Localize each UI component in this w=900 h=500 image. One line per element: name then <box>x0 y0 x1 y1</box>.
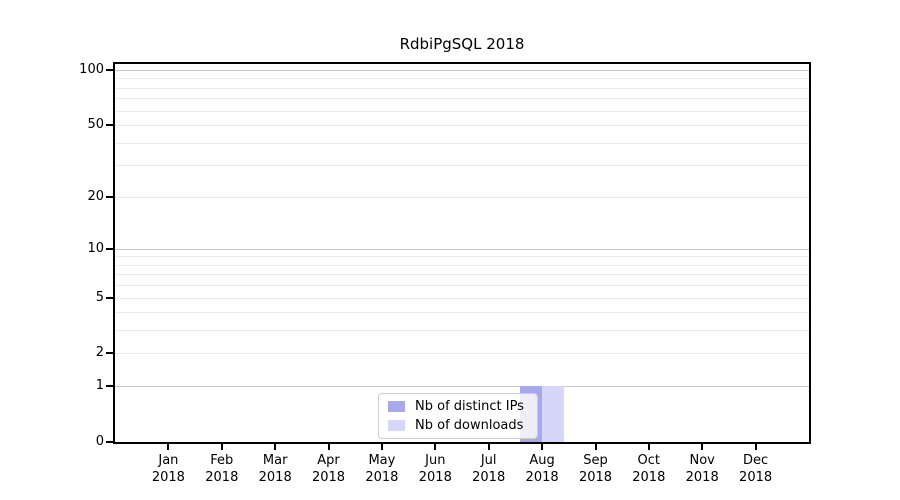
x-tick-mark <box>220 444 223 450</box>
chart-title: RdbiPgSQL 2018 <box>399 35 525 53</box>
x-tick-year: 2018 <box>418 470 452 485</box>
gridline-minor <box>115 125 809 127</box>
x-tick-month: Nov <box>689 453 715 468</box>
gridline-minor <box>115 274 809 276</box>
x-tick-year: 2018 <box>151 470 185 485</box>
x-tick-year: 2018 <box>685 470 719 485</box>
gridline-minor <box>115 98 809 100</box>
x-tick-month: May <box>368 453 396 468</box>
y-tick-mark <box>106 352 113 355</box>
x-tick-label: Oct 2018 <box>617 452 681 486</box>
gridline-major <box>115 248 809 250</box>
x-tick-month: Oct <box>637 453 661 468</box>
gridline-minor <box>115 264 809 266</box>
y-tick-mark <box>106 441 113 443</box>
plot-area <box>113 62 811 444</box>
legend-item: Nb of downloads <box>386 418 530 433</box>
x-tick-year: 2018 <box>472 470 506 485</box>
x-tick-year: 2018 <box>311 470 346 485</box>
gridline-minor <box>115 312 809 314</box>
x-tick-label: Mar 2018 <box>243 452 307 486</box>
x-tick-mark <box>327 444 330 450</box>
x-tick-label: Jul 2018 <box>457 452 521 486</box>
gridline-minor <box>115 256 809 258</box>
x-tick-year: 2018 <box>525 470 559 485</box>
gridline-major <box>115 386 809 388</box>
x-tick-year: 2018 <box>739 470 773 485</box>
x-tick-month: Feb <box>210 453 234 468</box>
gridline-minor <box>115 285 809 287</box>
x-tick-label: Jun 2018 <box>403 452 467 486</box>
gridline-minor <box>115 110 809 112</box>
y-tick-label: 2 <box>95 345 104 361</box>
gridline-minor <box>115 353 809 355</box>
x-tick-label: Feb 2018 <box>190 452 254 486</box>
x-tick-month: Aug <box>529 453 555 468</box>
x-tick-label: Jan 2018 <box>136 452 200 486</box>
x-tick-month: Jul <box>480 453 497 468</box>
legend-label: Nb of distinct IPs <box>415 399 524 415</box>
x-tick-year: 2018 <box>205 470 239 485</box>
y-tick-label: 50 <box>87 117 104 133</box>
x-tick-mark <box>434 444 437 450</box>
gridline-minor <box>115 196 809 198</box>
gridline-minor <box>115 78 809 80</box>
legend-label: Nb of downloads <box>415 417 524 433</box>
x-tick-label: Dec 2018 <box>724 452 788 486</box>
y-tick-mark <box>106 195 113 198</box>
y-tick-label: 0 <box>95 434 104 449</box>
y-tick-mark <box>106 385 113 388</box>
x-tick-label: Sep 2018 <box>564 452 628 486</box>
y-tick-mark <box>106 296 113 299</box>
x-tick-year: 2018 <box>365 470 399 485</box>
x-tick-mark <box>487 444 490 450</box>
x-tick-mark <box>167 444 170 450</box>
gridline-major <box>115 70 809 71</box>
y-tick-mark <box>106 247 113 250</box>
x-tick-mark <box>701 444 704 450</box>
x-tick-month: Dec <box>743 453 769 468</box>
x-tick-mark <box>380 444 383 450</box>
y-tick-label: 10 <box>87 240 104 256</box>
y-tick-label: 5 <box>95 289 104 305</box>
x-tick-mark <box>594 444 597 450</box>
x-tick-mark <box>647 444 650 450</box>
x-tick-label: May 2018 <box>350 452 414 486</box>
gridline-minor <box>115 297 809 299</box>
legend-item: Nb of distinct IPs <box>386 399 530 414</box>
x-tick-month: Sep <box>583 453 608 468</box>
x-tick-month: Mar <box>262 453 288 468</box>
gridline-minor <box>115 87 809 89</box>
gridline-minor <box>115 330 809 332</box>
x-tick-month: Jan <box>158 453 179 468</box>
x-tick-label: Apr 2018 <box>297 452 361 486</box>
gridline-minor <box>115 165 809 167</box>
gridline-minor <box>115 142 809 144</box>
x-tick-year: 2018 <box>258 470 292 485</box>
x-tick-mark <box>541 444 544 450</box>
y-tick-label: 20 <box>87 188 104 204</box>
x-tick-label: Nov 2018 <box>670 452 734 486</box>
legend-swatch-downloads <box>388 419 405 431</box>
y-tick-mark <box>106 124 113 127</box>
x-tick-year: 2018 <box>632 470 666 485</box>
x-tick-month: Apr <box>317 453 340 468</box>
x-tick-year: 2018 <box>578 470 613 485</box>
legend: Nb of distinct IPs Nb of downloads <box>378 393 538 439</box>
legend-swatch-distinct-ips <box>388 401 405 413</box>
y-tick-label: 100 <box>79 62 104 77</box>
x-tick-mark <box>274 444 277 450</box>
x-tick-mark <box>754 444 757 450</box>
y-tick-mark <box>106 69 113 71</box>
x-tick-month: Jun <box>425 453 446 468</box>
y-tick-label: 1 <box>95 378 104 394</box>
bar-downloads <box>542 386 565 442</box>
x-tick-label: Aug 2018 <box>510 452 574 486</box>
